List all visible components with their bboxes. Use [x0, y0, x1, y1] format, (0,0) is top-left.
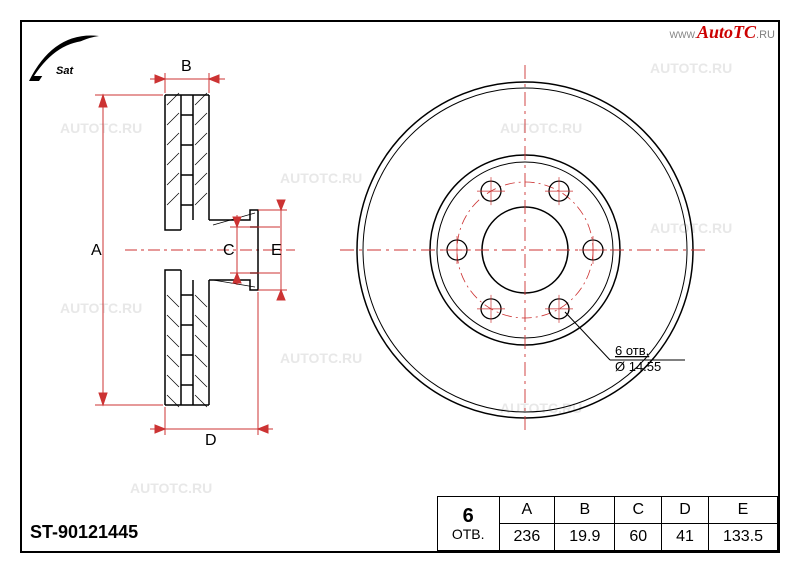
dim-label-a: A	[91, 242, 102, 259]
svg-text:Sat: Sat	[56, 65, 74, 77]
site-logo: WWW.AutoTC.RU	[670, 22, 775, 43]
brand-logo-icon: Sat	[24, 26, 104, 91]
holes-count: 6	[463, 505, 474, 527]
value-c: 60	[615, 524, 662, 551]
top-face-view: 6 отв. Ø 14.55	[325, 55, 725, 445]
holes-annotation-dia: Ø 14.55	[615, 359, 661, 374]
dim-label-e: E	[271, 242, 282, 259]
part-number: ST-90121445	[30, 522, 138, 543]
dim-label-d: D	[205, 432, 217, 445]
header-c: C	[615, 497, 662, 524]
logo-main: AutoTC	[697, 22, 756, 42]
side-section-view: A B C E D	[55, 55, 295, 445]
dimension-table: 6 ОТВ. A B C D E 236 19.9 60 41 133.5	[437, 496, 778, 551]
holes-cell: 6 ОТВ.	[437, 497, 499, 551]
logo-www: WWW.	[670, 30, 698, 40]
value-d: 41	[662, 524, 709, 551]
value-b: 19.9	[555, 524, 615, 551]
value-e: 133.5	[708, 524, 777, 551]
holes-annotation-count: 6 отв.	[615, 343, 649, 358]
header-e: E	[708, 497, 777, 524]
value-a: 236	[499, 524, 555, 551]
dim-label-c: C	[223, 242, 235, 259]
logo-ru: .RU	[756, 29, 775, 41]
header-d: D	[662, 497, 709, 524]
header-b: B	[555, 497, 615, 524]
header-a: A	[499, 497, 555, 524]
holes-unit: ОТВ.	[452, 526, 485, 542]
dim-label-b: B	[181, 58, 192, 75]
